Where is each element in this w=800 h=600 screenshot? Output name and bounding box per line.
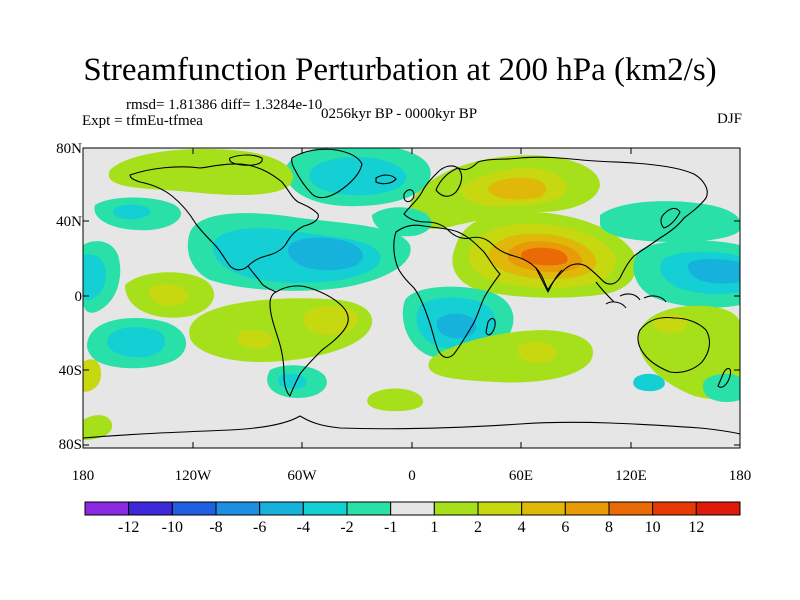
lon-tick-label: 180 bbox=[728, 468, 752, 484]
colorbar-label: -10 bbox=[161, 519, 183, 536]
colorbar-label: -8 bbox=[209, 519, 223, 536]
lon-tick-label: 60E bbox=[508, 468, 534, 484]
coast-scandinavia bbox=[435, 167, 463, 197]
lat-tick-label: 40N bbox=[56, 214, 82, 230]
colorbar-label: 4 bbox=[517, 519, 526, 536]
season-label: DJF bbox=[716, 111, 742, 127]
contour-north-pacific-positive bbox=[94, 149, 294, 231]
coast-north-america bbox=[129, 163, 319, 271]
colorbar-swatch bbox=[652, 501, 697, 516]
colorbar-swatch bbox=[608, 501, 654, 516]
colorbar-label: -6 bbox=[252, 519, 267, 536]
stats-text: rmsd= 1.81386 diff= 1.3284e-10 bbox=[126, 97, 323, 113]
colorbar-swatch bbox=[302, 501, 348, 516]
colorbar-label: -4 bbox=[296, 519, 310, 536]
colorbar-swatch bbox=[433, 501, 479, 516]
colorbar bbox=[84, 501, 741, 516]
colorbar-label: -1 bbox=[383, 519, 398, 536]
contour-tropical-pacific-positive bbox=[125, 272, 215, 318]
coast-iceland bbox=[375, 174, 397, 185]
contour-antarctic-positive bbox=[83, 373, 740, 440]
colorbar-swatch bbox=[128, 501, 173, 516]
coast-africa bbox=[393, 224, 501, 359]
colorbar-swatch bbox=[564, 501, 610, 516]
lon-tick-label: 120E bbox=[615, 468, 647, 484]
contour-west-edge-positive bbox=[83, 359, 102, 392]
colorbar-label: -2 bbox=[340, 519, 354, 536]
lat-tick-label: 80N bbox=[56, 141, 82, 157]
coast-greenland bbox=[291, 148, 363, 199]
colorbar-label: 12 bbox=[688, 519, 705, 536]
lon-tick-label: 180 bbox=[71, 468, 95, 484]
contour-nw-africa-negative bbox=[372, 207, 432, 237]
lon-tick-label: 0 bbox=[408, 468, 416, 484]
coast-madagascar bbox=[485, 317, 496, 336]
contour-southern-africa-negative bbox=[402, 286, 514, 360]
coast-new-zealand bbox=[717, 367, 732, 388]
contour-west-pacific-negative bbox=[600, 201, 740, 308]
contour-atlantic-negative bbox=[187, 213, 411, 291]
lon-tick-label: 60W bbox=[287, 468, 317, 484]
contour-fills bbox=[83, 148, 740, 440]
coast-south-america bbox=[269, 285, 349, 397]
coastlines bbox=[83, 148, 740, 439]
colorbar-label: -12 bbox=[117, 519, 140, 536]
colorbar-swatch bbox=[695, 501, 741, 516]
contour-south-atlantic-positive bbox=[367, 388, 424, 412]
lat-tick-label: 80S bbox=[58, 437, 82, 453]
colorbar-label: 6 bbox=[561, 519, 570, 536]
colorbar-swatch bbox=[477, 501, 523, 516]
experiment-label: Expt = tfmEu-tfmea bbox=[82, 113, 203, 129]
contour-south-pacific-negative bbox=[87, 318, 187, 369]
colorbar-label: 2 bbox=[474, 519, 482, 536]
colorbar-swatch bbox=[171, 501, 217, 516]
coast-japan bbox=[660, 207, 681, 229]
lon-tick-label: 120W bbox=[174, 468, 212, 484]
colorbar-swatch bbox=[215, 501, 261, 516]
chart-title: Streamfunction Perturbation at 200 hPa (… bbox=[83, 52, 717, 88]
coast-eurasia bbox=[403, 156, 708, 291]
coast-arctic-islands bbox=[229, 154, 263, 166]
coast-australia bbox=[637, 316, 711, 374]
colorbar-swatch bbox=[259, 501, 304, 516]
contour-europe-positive bbox=[408, 155, 600, 229]
coast-central-america bbox=[247, 265, 277, 293]
lat-tick-label: 40S bbox=[58, 363, 82, 379]
contour-greenland-negative bbox=[285, 148, 431, 207]
coast-southeast-asia bbox=[595, 281, 667, 309]
colorbar-swatch bbox=[346, 501, 392, 516]
contour-central-pacific-negative bbox=[83, 241, 121, 313]
lat-tick-label: 0 bbox=[74, 289, 83, 305]
colorbar-swatch bbox=[521, 501, 566, 516]
coast-india bbox=[535, 267, 563, 293]
colorbar-label: 10 bbox=[644, 519, 661, 536]
colorbar-swatch bbox=[390, 501, 435, 516]
colorbar-label: 1 bbox=[430, 519, 439, 536]
coast-uk bbox=[403, 189, 415, 203]
colorbar-label: 8 bbox=[605, 519, 613, 536]
tick-marks bbox=[82, 147, 741, 448]
contour-southern-indian-positive bbox=[428, 330, 593, 383]
colorbar-swatch bbox=[84, 501, 130, 516]
coast-antarctica bbox=[83, 415, 740, 439]
contour-south-indian-negative bbox=[633, 373, 665, 392]
period-label: 0256kyr BP - 0000kyr BP bbox=[321, 106, 478, 122]
